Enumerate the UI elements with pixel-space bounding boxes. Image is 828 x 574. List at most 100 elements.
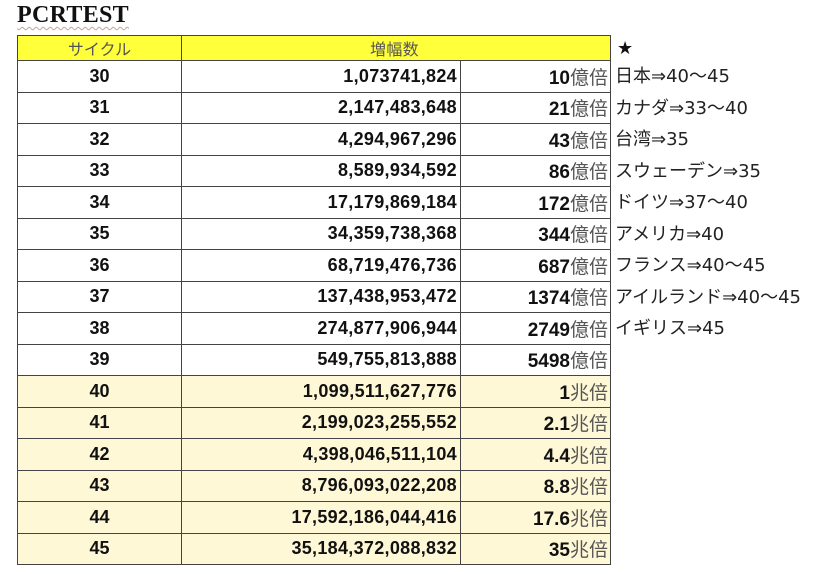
multiple-unit: 兆倍 (569, 476, 608, 499)
amplification-count-cell: 17,179,869,184 (181, 186, 461, 219)
header-cycle: サイクル (17, 35, 182, 61)
table-row: 35 34,359,738,368 344億倍 (17, 217, 611, 250)
multiple-unit: 億倍 (569, 287, 608, 310)
amplification-count-cell: 2,147,483,648 (181, 91, 461, 124)
multiple-value: 687 (538, 256, 570, 278)
multiple-value: 2749 (527, 319, 570, 341)
multiple-cell: 2749億倍 (460, 312, 611, 345)
amplification-count-cell: 137,438,953,472 (181, 280, 461, 313)
cycle-cell: 45 (17, 532, 182, 565)
multiple-cell: 687億倍 (460, 249, 611, 282)
cycle-cell: 34 (17, 186, 182, 219)
multiple-cell: 8.8兆倍 (460, 469, 611, 502)
multiple-cell: 5498億倍 (460, 343, 611, 376)
table-row: 41 2,199,023,255,552 2.1兆倍 (17, 406, 611, 439)
amplification-count-cell: 274,877,906,944 (181, 312, 461, 345)
country-note: カナダ⇒33〜40 (615, 97, 748, 119)
cycle-cell: 35 (17, 217, 182, 250)
table-row: 30 1,073741,824 10億倍 (17, 60, 611, 93)
amplification-count-cell: 1,073741,824 (181, 60, 461, 93)
multiple-unit: 億倍 (569, 98, 608, 121)
cycle-cell: 33 (17, 154, 182, 187)
multiple-cell: 2.1兆倍 (460, 406, 611, 439)
multiple-value: 2.1 (543, 414, 570, 436)
multiple-unit: 億倍 (569, 255, 608, 278)
multiple-unit: 兆倍 (569, 413, 608, 436)
amplification-count-cell: 2,199,023,255,552 (181, 406, 461, 439)
amplification-count-cell: 8,589,934,592 (181, 154, 461, 187)
table-row: 33 8,589,934,592 86億倍 (17, 154, 611, 187)
multiple-unit: 兆倍 (569, 539, 608, 562)
country-note: スウェーデン⇒35 (615, 160, 761, 182)
amplification-count-cell: 17,592,186,044,416 (181, 501, 461, 534)
multiple-cell: 1兆倍 (460, 375, 611, 408)
table-row: 37 137,438,953,472 1374億倍 (17, 280, 611, 313)
multiple-cell: 43億倍 (460, 123, 611, 156)
amplification-count-cell: 35,184,372,088,832 (181, 532, 461, 565)
multiple-value: 172 (538, 193, 570, 215)
multiple-value: 35 (548, 540, 570, 562)
cycle-cell: 44 (17, 501, 182, 534)
country-note: 日本⇒40〜45 (615, 66, 730, 87)
table-row: 34 17,179,869,184 172億倍 (17, 186, 611, 219)
multiple-unit: 億倍 (569, 66, 608, 89)
amplification-count-cell: 4,398,046,511,104 (181, 438, 461, 471)
table-row: 42 4,398,046,511,104 4.4兆倍 (17, 438, 611, 471)
pcr-cycle-table: サイクル 増幅数 30 1,073741,824 10億倍 31 2,147,483,6… (17, 35, 611, 565)
multiple-unit: 兆倍 (569, 507, 608, 530)
multiple-unit: 億倍 (569, 224, 608, 247)
cycle-cell: 36 (17, 249, 182, 282)
multiple-cell: 1374億倍 (460, 280, 611, 313)
multiple-unit: 億倍 (569, 192, 608, 215)
multiple-unit: 兆倍 (569, 444, 608, 467)
amplification-count-cell: 1,099,511,627,776 (181, 375, 461, 408)
cycle-cell: 39 (17, 343, 182, 376)
multiple-value: 5498 (527, 351, 570, 373)
multiple-value: 86 (548, 162, 570, 184)
table-row: 31 2,147,483,648 21億倍 (17, 91, 611, 124)
multiple-cell: 86億倍 (460, 154, 611, 187)
table-row: 38 274,877,906,944 2749億倍 (17, 312, 611, 345)
multiple-value: 17.6 (533, 508, 570, 530)
country-note: イギリス⇒45 (615, 318, 725, 339)
multiple-cell: 21億倍 (460, 91, 611, 124)
multiple-unit: 兆倍 (569, 381, 608, 404)
header-amplification: 増幅数 (181, 35, 611, 61)
cycle-cell: 41 (17, 406, 182, 439)
country-note: アイルランド⇒40〜45 (615, 286, 801, 308)
country-note: 台湾⇒35 (615, 129, 689, 150)
multiple-value: 344 (538, 225, 570, 247)
multiple-cell: 4.4兆倍 (460, 438, 611, 471)
table-row: 40 1,099,511,627,776 1兆倍 (17, 375, 611, 408)
multiple-unit: 億倍 (569, 129, 608, 152)
multiple-value: 1374 (527, 288, 570, 310)
amplification-count-cell: 8,796,093,022,208 (181, 469, 461, 502)
cycle-cell: 40 (17, 375, 182, 408)
multiple-unit: 億倍 (569, 318, 608, 341)
star-icon: ★ (617, 38, 634, 58)
multiple-value: 21 (548, 99, 570, 121)
multiple-cell: 344億倍 (460, 217, 611, 250)
multiple-cell: 172億倍 (460, 186, 611, 219)
amplification-count-cell: 549,755,813,888 (181, 343, 461, 376)
multiple-cell: 10億倍 (460, 60, 611, 93)
cycle-cell: 32 (17, 123, 182, 156)
table-header-row: サイクル 増幅数 (17, 35, 611, 61)
table-row: 36 68,719,476,736 687億倍 (17, 249, 611, 282)
multiple-unit: 億倍 (569, 161, 608, 184)
amplification-count-cell: 68,719,476,736 (181, 249, 461, 282)
cycle-cell: 42 (17, 438, 182, 471)
country-note: アメリカ⇒40 (615, 223, 725, 245)
cycle-cell: 38 (17, 312, 182, 345)
amplification-count-cell: 4,294,967,296 (181, 123, 461, 156)
table-row: 45 35,184,372,088,832 35兆倍 (17, 532, 611, 565)
page-title: PCRTEST (17, 2, 129, 28)
cycle-cell: 30 (17, 60, 182, 93)
multiple-cell: 17.6兆倍 (460, 501, 611, 534)
cycle-cell: 43 (17, 469, 182, 502)
table-row: 43 8,796,093,022,208 8.8兆倍 (17, 469, 611, 502)
multiple-value: 1 (559, 382, 570, 404)
multiple-value: 8.8 (543, 477, 570, 499)
multiple-value: 10 (548, 67, 570, 89)
multiple-value: 43 (548, 130, 570, 152)
